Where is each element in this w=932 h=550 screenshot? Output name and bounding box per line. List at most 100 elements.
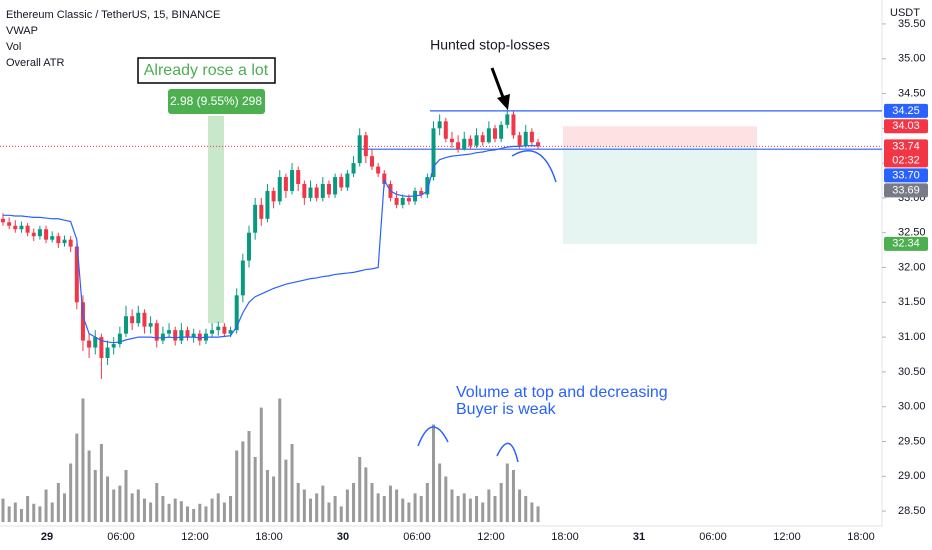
candle-body [474,135,479,146]
price-label-box [884,168,928,183]
x-tick-label: 29 [41,531,53,543]
volume-bar [536,506,540,522]
candle-body [431,128,436,178]
candle-body [234,295,239,331]
annotation: Volume at top and decreasing [456,384,668,401]
volume-bar [7,506,11,522]
x-tick-label: 12:00 [181,531,209,543]
price-label: 33.74 [892,140,920,152]
candle-body [308,187,313,198]
volume-bar [345,489,349,522]
volume-bar [296,483,300,522]
volume-bar [112,489,116,522]
vwap-line [3,145,539,344]
arrow-head [497,94,510,110]
volume-bar [247,431,251,522]
indicator-label: Overall ATR [6,57,65,69]
volume-bar [327,502,331,522]
volume-bar [518,489,522,522]
x-tick-label: 18:00 [847,531,875,543]
candle-body [99,337,104,358]
candle-body [160,333,165,341]
candle-body [443,121,448,139]
measure-label: 2.98 (9.55%) 298 [170,94,262,108]
candle-body [345,173,350,188]
volume-bar [376,493,380,522]
candle-body [87,340,92,348]
volume-bar [524,496,528,522]
volume-bar [229,496,233,522]
volume-bar [192,509,196,522]
candle-body [179,330,184,341]
volume-bar [425,483,429,522]
target-zone [563,146,757,244]
volume-bar [444,476,448,522]
volume-bar [413,493,417,522]
volume-bar [1,498,5,522]
y-tick-label: 35.00 [898,53,926,65]
volume-bar [265,470,269,522]
volume-bar [284,459,288,522]
y-tick-label: 34.50 [898,87,926,99]
candle-body [142,312,147,327]
candle-body [333,177,338,195]
x-tick-label: 18:00 [255,531,283,543]
countdown: 02:32 [892,154,920,166]
price-label-box [884,119,928,134]
candle-body [74,246,79,303]
candle-body [197,333,202,341]
volume-bar [81,398,85,522]
x-tick-label: 12:00 [477,531,505,543]
candle-body [486,128,491,143]
volume-bar [401,498,405,522]
candle-body [376,166,381,174]
candle-body [124,316,128,334]
price-label: 33.70 [892,169,920,181]
currency-label: USDT [890,7,920,19]
price-label-box [884,139,928,168]
volume-bar [210,498,214,522]
volume-bar [130,493,134,522]
volume-bar [167,503,171,522]
volume-bar [173,498,177,522]
volume-bar [530,502,534,522]
y-tick-label: 28.50 [898,505,926,517]
candle-body [191,333,196,338]
volume-bar [456,496,460,522]
curve [417,426,449,447]
candle-body [517,135,522,146]
volume-bar [204,506,208,522]
measure-label-box [168,89,265,114]
candle-body [302,183,307,198]
volume-bar [499,483,503,522]
price-label: 34.03 [892,120,920,132]
volume-bar [149,502,153,522]
candle-body [173,330,178,341]
candle-body [13,225,18,230]
volume-bar [198,503,202,522]
volume-bar [321,485,325,522]
volume-bar [370,483,374,522]
annotation-box [137,57,276,84]
candle-body [111,344,116,348]
candle-body [406,197,411,202]
volume-bar [142,498,146,522]
candle-body [437,121,442,129]
candle-body [130,316,135,324]
chart-title: Ethereum Classic / TetherUS, 15, BINANCE [6,9,220,21]
candle-body [1,218,5,223]
candle-body [25,225,30,233]
candle-body [117,333,122,345]
candle-body [320,183,325,198]
volume-bar [388,485,392,522]
volume-bar [487,489,491,522]
price-label: 33.69 [892,184,920,196]
volume-bar [44,489,48,522]
candle-body [425,177,430,195]
y-tick-label: 29.00 [898,470,926,482]
volume-bar [93,470,97,522]
volume-bar [339,506,343,522]
candle-body [154,323,159,341]
volume-bar [511,470,515,522]
